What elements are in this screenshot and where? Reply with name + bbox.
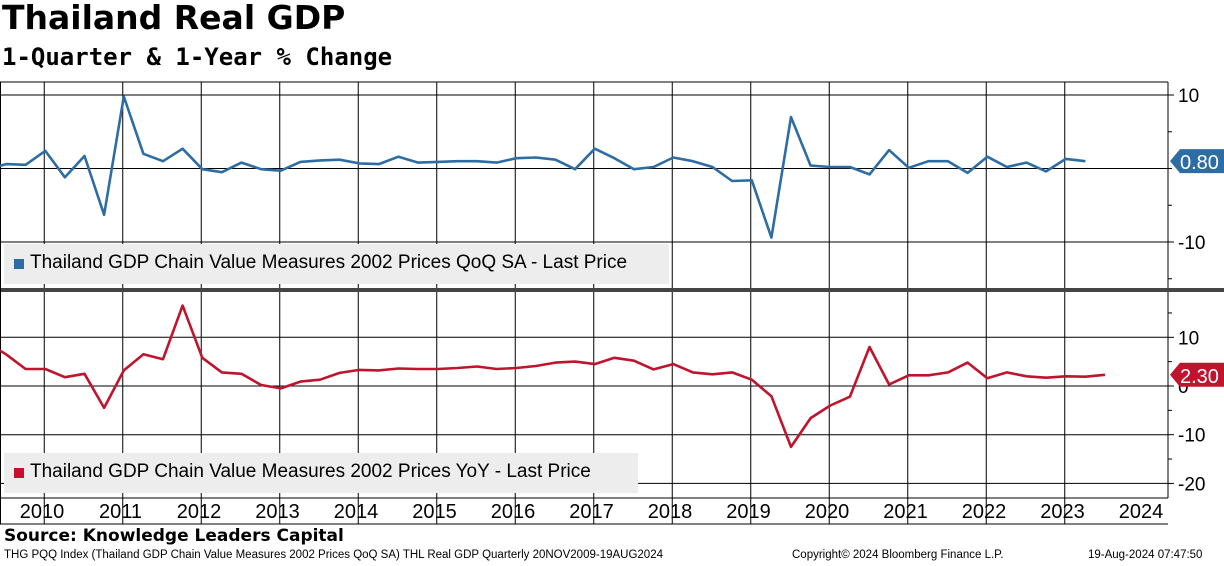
y-tick-label: -10	[1178, 233, 1205, 254]
x-tick-label: 2013	[255, 501, 300, 523]
legend-qoq: Thailand GDP Chain Value Measures 2002 P…	[4, 244, 669, 284]
last-value-label-qoq: 0.80	[1180, 152, 1219, 174]
legend-swatch-qoq	[14, 259, 24, 269]
chart-frame	[0, 81, 1224, 525]
last-value-tag-qoq	[1170, 149, 1224, 174]
y-tick-label: 10	[1178, 328, 1199, 349]
x-tick-label: 2020	[805, 501, 850, 523]
x-tick-label: 2011	[99, 501, 142, 523]
y-tick-label: -10	[1178, 426, 1205, 447]
footer-copyright: Copyright© 2024 Bloomberg Finance L.P.	[792, 549, 1004, 561]
x-tick-label: 2015	[412, 501, 457, 523]
series-line-qoq	[0, 95, 1086, 239]
x-tick-label: 2023	[1040, 501, 1085, 523]
x-tick-label: 2022	[962, 501, 1007, 523]
y-tick-label: -20	[1178, 474, 1205, 495]
chart-subtitle: 1-Quarter & 1-Year % Change	[2, 43, 393, 71]
series-qoq	[0, 95, 1086, 239]
x-tick-label: 2012	[177, 501, 222, 523]
footer-timestamp: 19-Aug-2024 07:47:50	[1088, 549, 1203, 561]
x-tick-label: 2018	[648, 501, 693, 523]
y-axis-bottom: 10 0 -10 -20 2.30	[1168, 312, 1224, 495]
panel-divider	[0, 288, 1224, 292]
last-value-label-yoy: 2.30	[1180, 366, 1219, 388]
chart-title: Thailand Real GDP	[2, 0, 346, 37]
y-axis-top: 10 -10 0.80	[1168, 86, 1224, 280]
x-tick-label: 2021	[883, 501, 928, 523]
series-line-yoy	[0, 304, 1106, 449]
x-tick-label: 2017	[569, 501, 614, 523]
x-tick-label: 2014	[334, 501, 379, 523]
footer-ticker-info: THG PQQ Index (Thailand GDP Chain Value …	[4, 549, 663, 561]
legend-label-qoq: Thailand GDP Chain Value Measures 2002 P…	[30, 252, 628, 273]
last-value-tag-yoy	[1170, 362, 1224, 387]
legend-swatch-yoy	[14, 468, 24, 478]
x-tick-label: 2016	[491, 501, 536, 523]
legend-label-yoy: Thailand GDP Chain Value Measures 2002 P…	[30, 461, 591, 482]
x-axis: 2010 2011 2012 2013 2014 2015 2016 2017 2018 2019…	[20, 498, 1164, 524]
y-tick-label: 10	[1178, 86, 1199, 107]
series-yoy	[0, 304, 1106, 449]
x-tick-label: 2010	[20, 501, 65, 523]
x-tick-label: 2024	[1119, 501, 1164, 523]
legend-yoy: Thailand GDP Chain Value Measures 2002 P…	[4, 453, 638, 493]
y-tick-label: 0	[1178, 377, 1189, 398]
source-note: Source: Knowledge Leaders Capital	[4, 526, 344, 546]
x-tick-label: 2019	[726, 501, 771, 523]
